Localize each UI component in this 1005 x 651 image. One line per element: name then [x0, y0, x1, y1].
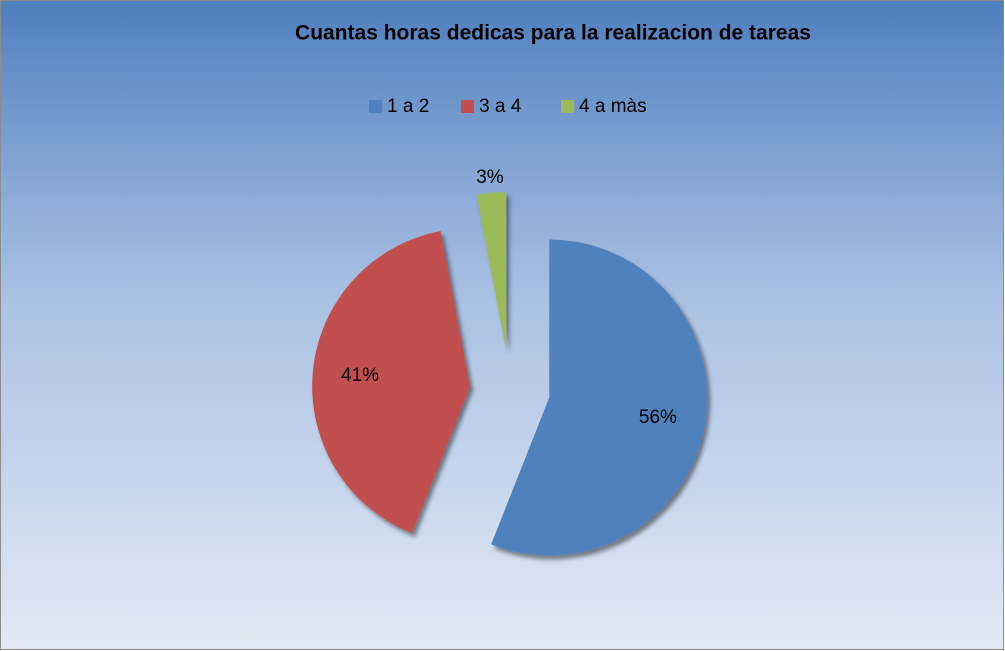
legend-label: 1 a 2: [387, 96, 429, 117]
legend-swatch: [369, 100, 382, 113]
legend-swatch: [461, 100, 474, 113]
pie-slice: [491, 239, 708, 556]
data-label: 56%: [639, 407, 677, 428]
pie-slice: [476, 192, 507, 351]
legend-swatch: [561, 100, 574, 113]
data-label: 41%: [341, 365, 379, 386]
legend-label: 3 a 4: [479, 96, 522, 117]
data-label: 3%: [476, 167, 504, 188]
chart-title: Cuantas horas dedicas para la realizacio…: [295, 22, 811, 45]
legend-label: 4 a màs: [579, 96, 647, 117]
pie: [312, 192, 708, 556]
pie-slice: [312, 231, 471, 534]
